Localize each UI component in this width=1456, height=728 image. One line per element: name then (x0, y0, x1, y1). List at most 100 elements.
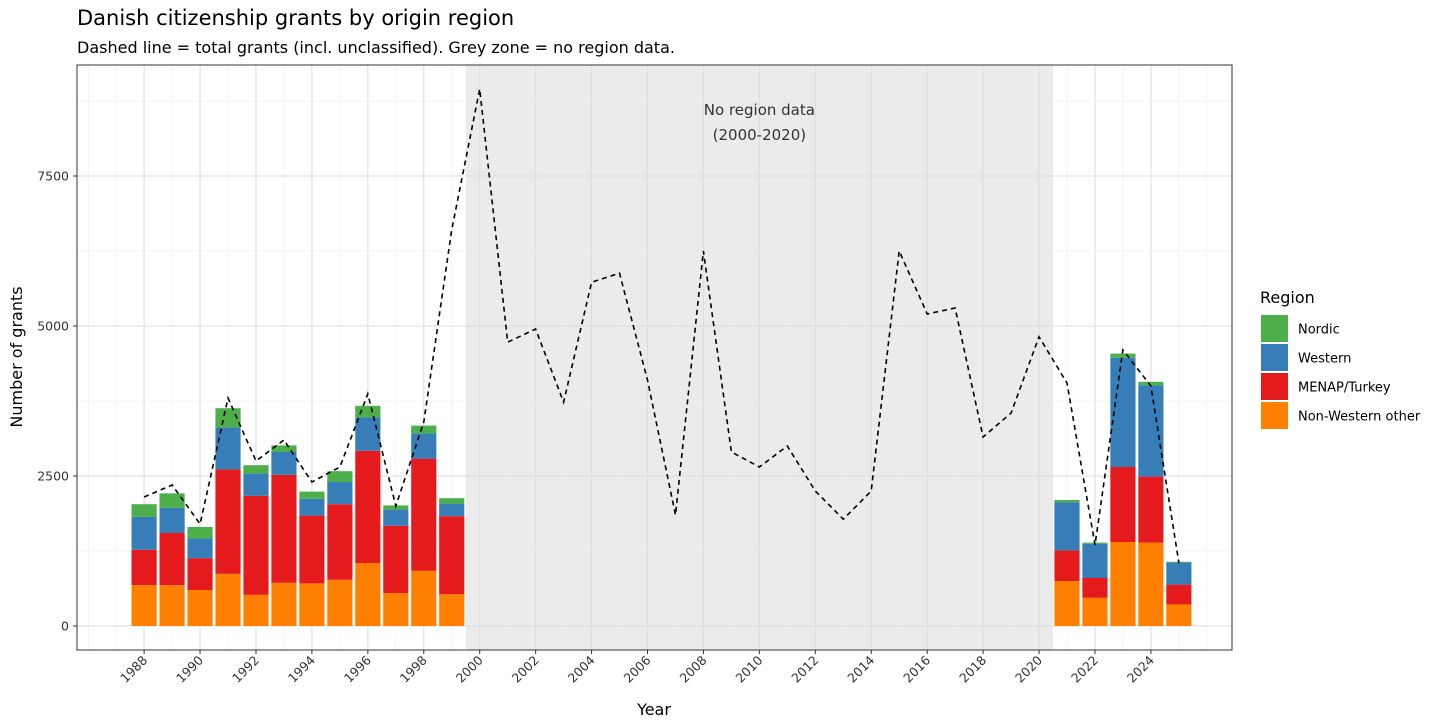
bar-non-western-other-2021 (1054, 581, 1080, 626)
x-tick-label: 2000 (453, 652, 486, 685)
legend-title: Region (1260, 288, 1315, 307)
x-tick-label: 2024 (1124, 652, 1157, 685)
x-tick-label: 1998 (397, 652, 430, 685)
bar-nordic-2023 (1110, 353, 1136, 358)
bar-non-western-other-1991 (215, 573, 241, 626)
bar-non-western-other-1995 (327, 579, 353, 626)
bar-menap-turkey-1989 (159, 533, 185, 586)
bar-western-1995 (327, 482, 353, 505)
bar-non-western-other-2024 (1138, 542, 1164, 626)
bar-nordic-1992 (243, 465, 269, 474)
bar-non-western-other-2023 (1110, 542, 1136, 626)
legend: Region Nordic Western MENAP/Turkey Non-West… (1260, 288, 1421, 429)
no-region-label-line2: (2000-2020) (713, 126, 806, 144)
bar-nordic-2021 (1054, 500, 1080, 503)
y-tick-label: 2500 (37, 469, 69, 484)
bar-non-western-other-1993 (271, 582, 297, 626)
bar-nordic-1996 (355, 405, 381, 418)
bar-non-western-other-1989 (159, 585, 185, 626)
x-axis-ticks: 1988 1990 1992 1994 1996 1998 2000 2002 2004 2006… (117, 650, 1157, 686)
x-tick-label: 1992 (229, 653, 262, 686)
bar-western-1999 (439, 503, 465, 517)
legend-label: Western (1298, 352, 1351, 367)
legend-key-non-western-other (1261, 402, 1288, 429)
bar-nordic-1994 (299, 491, 325, 499)
legend-label: Non-Western other (1298, 410, 1421, 425)
x-tick-label: 2012 (788, 653, 821, 686)
bar-non-western-other-1990 (187, 590, 213, 626)
bar-menap-turkey-1990 (187, 558, 213, 590)
bar-western-1994 (299, 498, 325, 516)
bar-nordic-1990 (187, 527, 213, 539)
chart-subtitle: Dashed line = total grants (incl. unclas… (77, 38, 675, 57)
bar-western-2021 (1054, 502, 1080, 551)
bar-western-1990 (187, 538, 213, 559)
bar-western-1992 (243, 473, 269, 496)
bar-menap-turkey-1988 (131, 549, 157, 586)
bar-nordic-1991 (215, 408, 241, 428)
bar-non-western-other-1996 (355, 563, 381, 626)
bar-menap-turkey-1993 (271, 474, 297, 583)
bar-menap-turkey-1998 (411, 458, 437, 571)
bar-western-1988 (131, 516, 157, 550)
y-tick-label: 7500 (37, 169, 69, 184)
legend-key-western (1261, 344, 1288, 371)
bar-western-1989 (159, 507, 185, 533)
bar-non-western-other-1999 (439, 594, 465, 626)
bar-menap-turkey-1999 (439, 516, 465, 595)
x-tick-label: 1990 (173, 652, 206, 685)
x-tick-label: 2020 (1012, 652, 1045, 685)
x-tick-label: 2004 (565, 652, 598, 685)
bar-menap-turkey-1991 (215, 469, 241, 574)
bar-western-2025 (1166, 562, 1192, 585)
bar-non-western-other-1994 (299, 583, 325, 626)
x-tick-label: 2016 (900, 652, 933, 685)
plot-frame (76, 64, 1233, 651)
x-tick-label: 1996 (341, 652, 374, 685)
bar-nordic-1999 (439, 498, 465, 504)
x-tick-label: 2022 (1068, 653, 1101, 686)
legend-key-menap-turkey (1261, 373, 1288, 400)
bar-menap-turkey-2021 (1054, 550, 1080, 581)
bar-nordic-1989 (159, 493, 185, 508)
legend-key-nordic (1261, 315, 1288, 342)
bar-menap-turkey-1997 (383, 525, 409, 593)
bar-menap-turkey-1994 (299, 515, 325, 584)
bar-non-western-other-2025 (1166, 604, 1192, 626)
bar-western-1997 (383, 509, 409, 526)
x-tick-label: 2010 (732, 652, 765, 685)
bar-non-western-other-2022 (1082, 597, 1108, 626)
bar-non-western-other-1997 (383, 593, 409, 626)
bar-menap-turkey-2023 (1110, 467, 1136, 542)
no-region-label-line1: No region data (704, 101, 815, 119)
bar-menap-turkey-2024 (1138, 476, 1164, 543)
bar-menap-turkey-2022 (1082, 578, 1108, 598)
bar-nordic-1998 (411, 425, 437, 434)
y-tick-label: 5000 (37, 319, 69, 334)
bar-western-1991 (215, 427, 241, 470)
bar-western-2024 (1138, 385, 1164, 477)
bars (131, 353, 1192, 626)
x-tick-label: 1988 (117, 652, 150, 685)
chart-title: Danish citizenship grants by origin regi… (77, 6, 514, 30)
bar-western-2022 (1082, 543, 1108, 578)
plot-border (76, 64, 1233, 651)
bar-non-western-other-1998 (411, 570, 437, 626)
x-tick-label: 1994 (285, 652, 318, 685)
bar-menap-turkey-1995 (327, 504, 353, 580)
bar-non-western-other-1988 (131, 585, 157, 626)
bar-menap-turkey-1996 (355, 450, 381, 563)
x-tick-label: 2008 (676, 652, 709, 685)
x-tick-label: 2014 (844, 652, 877, 685)
bar-menap-turkey-2025 (1166, 584, 1192, 605)
bar-menap-turkey-1992 (243, 495, 269, 595)
y-axis-ticks: 0 2500 5000 7500 (37, 169, 77, 634)
x-axis-title: Year (636, 700, 671, 719)
bar-non-western-other-1992 (243, 594, 269, 626)
bar-nordic-1993 (271, 445, 297, 452)
bar-western-1993 (271, 452, 297, 475)
bar-western-1996 (355, 417, 381, 451)
x-tick-label: 2002 (509, 653, 542, 686)
y-axis-title: Number of grants (7, 286, 26, 427)
bar-nordic-1995 (327, 471, 353, 482)
